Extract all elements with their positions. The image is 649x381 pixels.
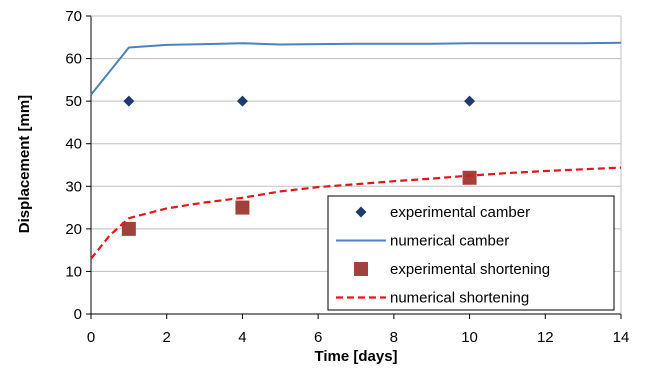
y-axis-title: Displacement [mm] [16,95,33,233]
x-tick-label: 14 [613,329,630,346]
experimental-shortening-point [121,221,136,236]
plot-series [90,41,622,260]
experimental-camber-point [123,95,135,107]
y-tick-label: 70 [65,8,82,25]
y-tick-label: 30 [65,178,82,195]
experimental-camber-point [236,95,248,107]
x-tick-label: 10 [461,329,478,346]
legend-symbol-experimental-camber [355,206,367,218]
experimental-camber-point [464,95,476,107]
axes [86,15,622,319]
x-tick-label: 0 [87,329,95,346]
y-tick-label: 10 [65,263,82,280]
x-tick-label: 2 [163,329,171,346]
legend-label-numerical-shortening: numerical shortening [390,290,529,307]
x-tick-label: 4 [238,329,246,346]
y-tick-label: 20 [65,221,82,238]
y-tick-label: 60 [65,51,82,68]
legend-label-experimental-shortening: experimental shortening [390,261,550,278]
y-tick-label: 0 [74,306,82,323]
legend-box [327,195,615,311]
numerical-shortening-line [90,166,622,260]
legend-symbol-experimental-shortening [354,262,368,276]
x-tick-label: 12 [537,329,554,346]
legend: experimental camber numerical camber exper… [327,195,615,311]
numerical-camber-line [90,41,622,96]
experimental-shortening-point [235,200,250,215]
experimental-shortening-point [462,170,477,185]
y-tick-label: 50 [65,93,82,110]
y-tick-label: 40 [65,136,82,153]
x-tick-label: 6 [314,329,322,346]
legend-label-numerical-camber: numerical camber [390,233,509,250]
legend-label-experimental-camber: experimental camber [390,204,530,221]
tick-labels: 0 10 20 30 40 50 60 70 0 2 4 6 8 10 12 14 [65,8,629,346]
x-tick-label: 8 [390,329,398,346]
x-axis-title: Time [days] [314,348,397,365]
